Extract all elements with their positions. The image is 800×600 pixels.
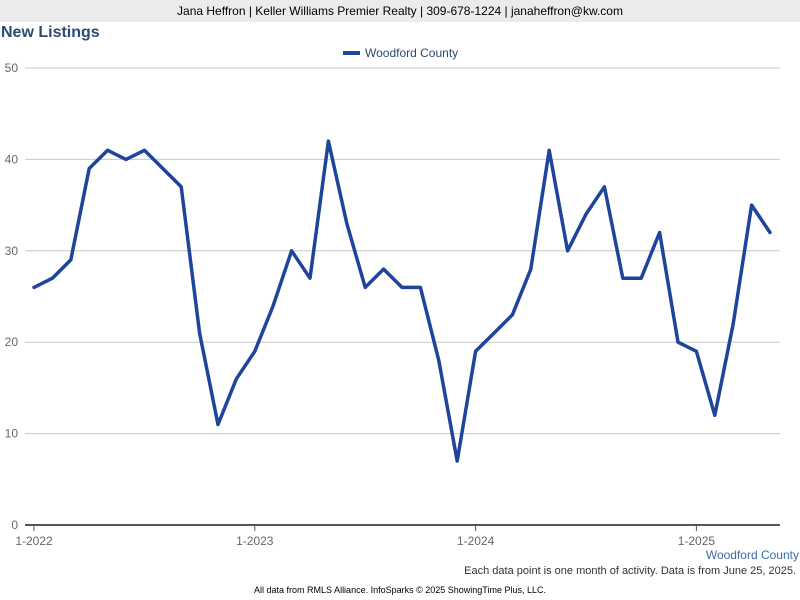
y-tick-label: 10 (5, 427, 19, 441)
data-point (216, 422, 220, 426)
data-point (694, 349, 698, 353)
data-point (510, 313, 514, 317)
data-point (198, 331, 202, 335)
data-point (106, 148, 110, 152)
data-point (124, 157, 128, 161)
data-credits: All data from RMLS Alliance. InfoSparks … (254, 585, 546, 595)
data-point (731, 322, 735, 326)
chart-legend[interactable]: Woodford County (343, 46, 458, 60)
agent-contact-header: Jana Heffron | Keller Williams Premier R… (0, 0, 800, 22)
series-footer-label: Woodford County (705, 548, 799, 562)
data-point (50, 276, 54, 280)
data-point (455, 459, 459, 463)
data-note: Each data point is one month of activity… (464, 565, 796, 577)
x-tick-label: 1-2022 (15, 534, 53, 548)
data-point (32, 285, 36, 289)
data-point (529, 267, 533, 271)
chart-title: New Listings (1, 24, 100, 41)
data-point (418, 285, 422, 289)
data-point (621, 276, 625, 280)
y-tick-label: 30 (5, 244, 19, 258)
x-tick-label: 1-2024 (457, 534, 495, 548)
data-point (602, 185, 606, 189)
data-point (87, 167, 91, 171)
data-point (750, 203, 754, 207)
data-point (253, 349, 257, 353)
data-point (290, 249, 294, 253)
data-point (142, 148, 146, 152)
data-point (639, 276, 643, 280)
y-tick-label: 20 (5, 335, 19, 349)
data-point (400, 285, 404, 289)
data-point (713, 413, 717, 417)
data-point (474, 349, 478, 353)
series-line (32, 139, 772, 463)
data-point (547, 148, 551, 152)
data-point (161, 167, 165, 171)
data-point (179, 185, 183, 189)
data-point (69, 258, 73, 262)
data-point (345, 221, 349, 225)
data-point (234, 377, 238, 381)
x-tick-label: 1-2023 (236, 534, 274, 548)
y-tick-label: 40 (5, 152, 19, 166)
data-point (658, 231, 662, 235)
data-point (492, 331, 496, 335)
x-tick-label: 1-2025 (678, 534, 716, 548)
y-tick-label: 0 (11, 518, 18, 532)
data-point (437, 358, 441, 362)
data-point (584, 212, 588, 216)
data-point (308, 276, 312, 280)
legend-label: Woodford County (365, 46, 459, 60)
data-point (676, 340, 680, 344)
data-point (271, 304, 275, 308)
y-tick-label: 50 (5, 61, 19, 75)
data-point (326, 139, 330, 143)
data-point (768, 231, 772, 235)
data-point (363, 285, 367, 289)
data-point (382, 267, 386, 271)
legend-swatch (343, 51, 360, 55)
data-point (566, 249, 570, 253)
